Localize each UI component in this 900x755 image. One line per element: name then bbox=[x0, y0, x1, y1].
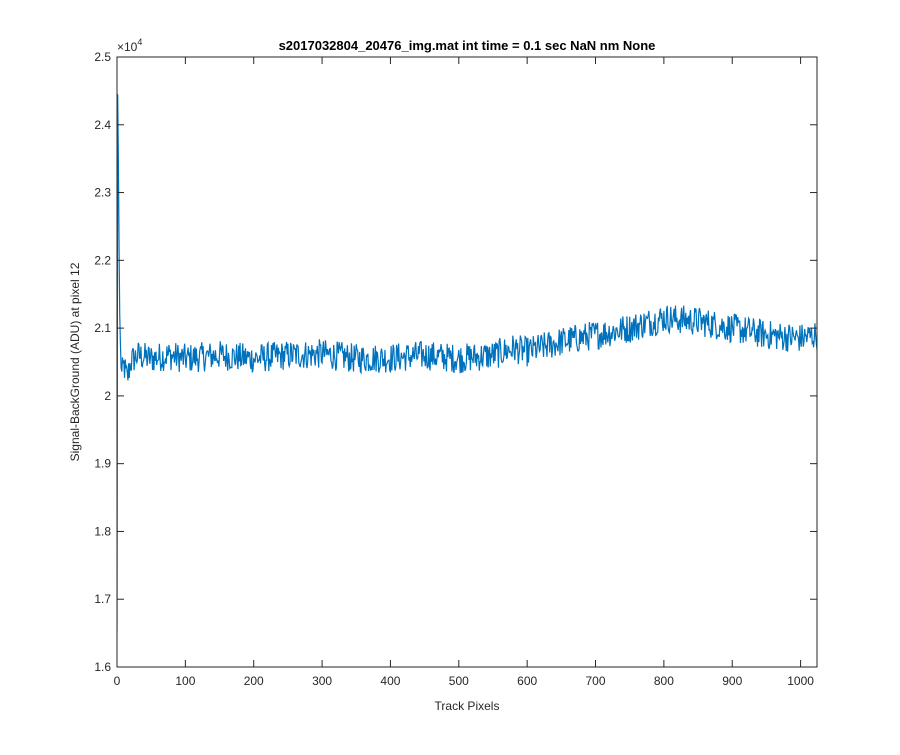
chart-title: s2017032804_20476_img.mat int time = 0.1… bbox=[279, 38, 656, 53]
y-tick-label: 2.1 bbox=[94, 321, 111, 335]
y-tick-label: 2.4 bbox=[94, 118, 111, 132]
x-tick-label: 200 bbox=[244, 674, 264, 688]
x-tick-label: 500 bbox=[449, 674, 469, 688]
y-axis-label: Signal-BackGround (ADU) at pixel 12 bbox=[68, 262, 82, 461]
y-tick-label: 2.5 bbox=[94, 50, 111, 64]
y-tick-label: 2.2 bbox=[94, 253, 111, 267]
labels: s2017032804_20476_img.mat int time = 0.1… bbox=[68, 37, 655, 713]
plot-background bbox=[117, 57, 817, 667]
y-tick-label: 2.3 bbox=[94, 186, 111, 200]
y-tick-label: 1.6 bbox=[94, 660, 111, 674]
series-layer bbox=[117, 94, 817, 634]
axes-box bbox=[116, 56, 818, 668]
x-tick-label: 700 bbox=[586, 674, 606, 688]
x-tick-label: 1000 bbox=[787, 674, 814, 688]
series-line-1 bbox=[117, 94, 817, 634]
y-tick-label: 1.9 bbox=[94, 457, 111, 471]
x-tick-label: 300 bbox=[312, 674, 332, 688]
y-tick-label: 1.8 bbox=[94, 524, 111, 538]
y-exponent-base: ×10 bbox=[117, 40, 138, 54]
plot-area bbox=[117, 57, 817, 667]
x-tick-label: 100 bbox=[175, 674, 195, 688]
axes bbox=[116, 56, 818, 668]
y-exponent-power: 4 bbox=[137, 37, 142, 47]
x-tick-label: 400 bbox=[380, 674, 400, 688]
ticks: 0 100 200 300 400 500 600 700 800 900 1000 1.6 1.7 1.… bbox=[94, 50, 817, 688]
x-axis-label: Track Pixels bbox=[435, 699, 500, 713]
y-axis-exponent: ×104 bbox=[117, 37, 142, 54]
x-tick-label: 800 bbox=[654, 674, 674, 688]
y-tick-label: 1.7 bbox=[94, 592, 111, 606]
x-tick-label: 0 bbox=[114, 674, 121, 688]
y-tick-label: 2 bbox=[104, 389, 111, 403]
x-tick-label: 900 bbox=[722, 674, 742, 688]
x-tick-label: 600 bbox=[517, 674, 537, 688]
